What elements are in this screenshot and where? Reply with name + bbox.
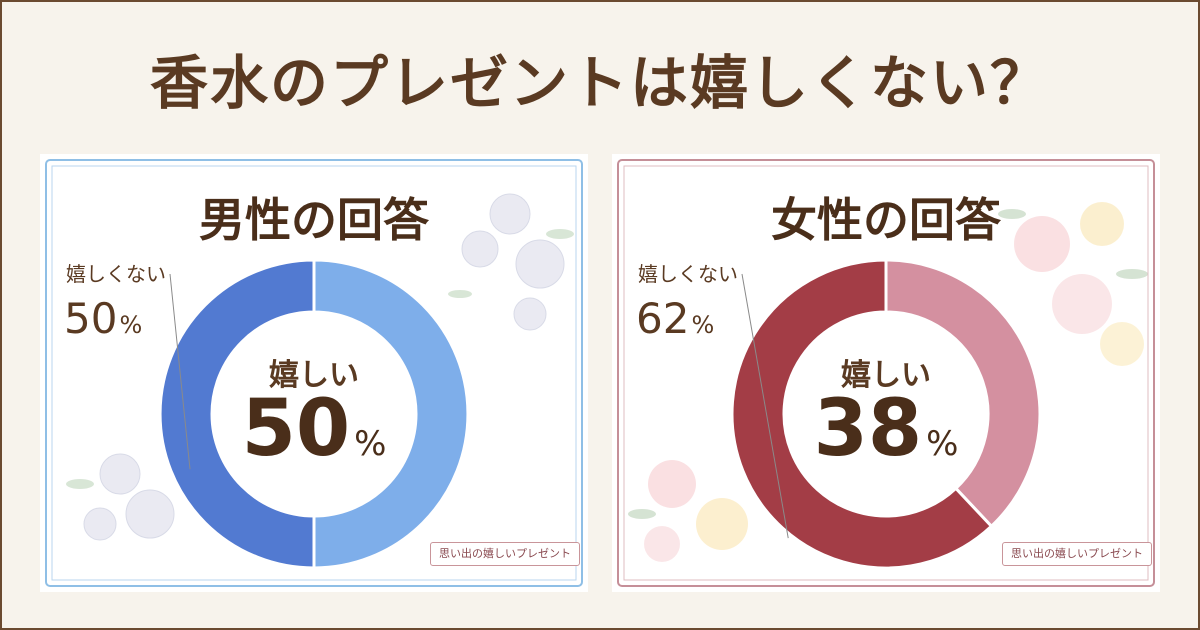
female-panel-frame — [617, 159, 1155, 587]
floral-decoration — [66, 193, 574, 541]
donut-slice-happy — [884, 258, 1042, 529]
male-center-number: 50 — [241, 384, 351, 474]
credit-badge: 思い出の嬉しいプレゼント — [430, 542, 580, 566]
male-side-unit: % — [119, 311, 143, 339]
male-side-value: 50 — [64, 294, 118, 343]
female-side-value: 62 — [636, 294, 690, 343]
male-center-value: 50% — [194, 390, 434, 468]
female-center-label: 嬉しい — [841, 358, 931, 393]
male-side-label: 嬉しくない — [66, 262, 166, 286]
male-chart-title: 男性の回答 — [199, 193, 429, 247]
male-side-percent: 50% — [64, 294, 142, 343]
donut-slice-happy — [312, 258, 470, 570]
page-title: 香水のプレゼントは嬉しくない？ — [149, 49, 1050, 117]
female-chart-title: 女性の回答 — [771, 193, 1001, 247]
female-panel: 女性の回答 嬉しくない 62% 嬉しい 38% 思い出の嬉しいプレゼント — [612, 154, 1160, 592]
male-center-unit: % — [354, 424, 387, 464]
female-side-percent: 62% — [636, 294, 714, 343]
female-center-unit: % — [926, 424, 959, 464]
credit-badge: 思い出の嬉しいプレゼント — [1002, 542, 1152, 566]
male-panel: 男性の回答 嬉しくない 50% 嬉しい 50% 思い出の嬉しいプレゼント — [40, 154, 588, 592]
male-panel-frame — [45, 159, 583, 587]
donut-slice-not-happy — [730, 258, 994, 570]
leader-line — [169, 273, 191, 470]
female-center-number: 38 — [813, 384, 923, 474]
male-donut-chart — [158, 258, 470, 570]
female-side-unit: % — [691, 311, 715, 339]
leader-line — [741, 273, 789, 539]
female-donut-chart — [730, 258, 1042, 570]
male-center-label: 嬉しい — [269, 358, 359, 393]
donut-slice-not-happy — [158, 258, 316, 570]
female-center-value: 38% — [766, 390, 1006, 468]
floral-decoration — [628, 202, 1148, 562]
female-side-label: 嬉しくない — [638, 262, 738, 286]
